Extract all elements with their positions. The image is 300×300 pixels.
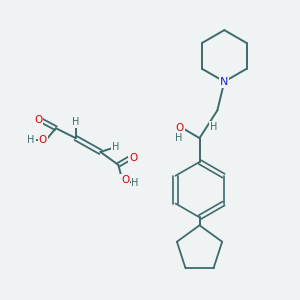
Text: H: H [72, 117, 80, 127]
Text: H: H [210, 122, 217, 132]
Text: O: O [34, 115, 42, 125]
Text: H: H [175, 133, 182, 143]
Text: O: O [121, 175, 129, 185]
Text: N: N [220, 76, 229, 87]
Text: H: H [131, 178, 139, 188]
Text: O: O [129, 153, 137, 163]
Text: O: O [39, 135, 47, 145]
Text: H: H [27, 135, 35, 145]
Text: O: O [176, 123, 184, 133]
Text: H: H [112, 142, 119, 152]
